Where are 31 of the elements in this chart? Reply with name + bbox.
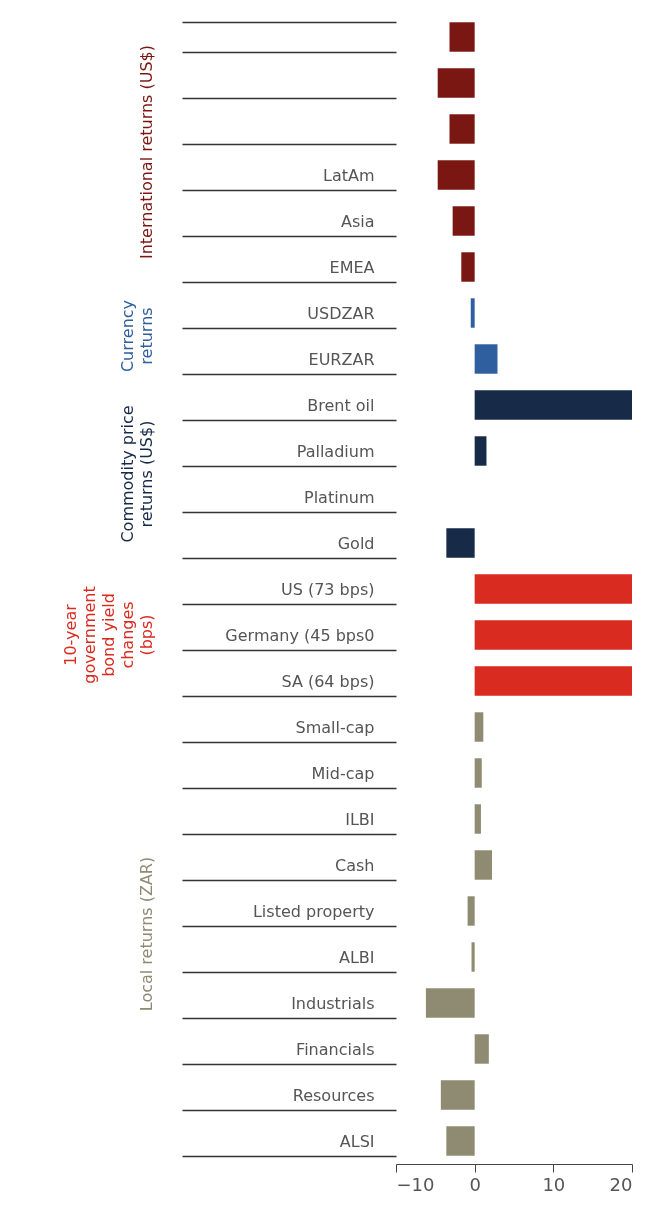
x-tick-label: 10	[542, 1173, 566, 1195]
y-tick-label: ALSI	[339, 1131, 375, 1151]
y-tick-label: LatAm	[322, 165, 375, 185]
y-tick-label: Brent oil	[307, 395, 375, 415]
text: International returns (US$)	[137, 44, 156, 260]
y-tick-label: Resources	[292, 1085, 375, 1105]
x-tick-label: 20	[609, 1173, 633, 1195]
y-tick-label: Palladium	[296, 441, 375, 461]
y-tick-label: Industrials	[291, 993, 375, 1013]
y-tick-label: Germany (45 bps0	[225, 625, 375, 645]
text: Commodity price returns (US$)	[118, 405, 156, 543]
y-tick-label: Platinum	[304, 487, 375, 507]
y-tick-label: Listed property	[252, 901, 375, 921]
y-tick-label: Gold	[337, 533, 375, 553]
y-tick-label: Mid-cap	[311, 763, 375, 783]
y-tick-label: Small-cap	[295, 717, 375, 737]
y-tick-label: EURZAR	[308, 349, 375, 369]
x-tick-label: 0	[469, 1173, 481, 1195]
text: 10-year government bond yield changes (bps)	[61, 586, 156, 684]
y-tick-label: US (73 bps)	[280, 579, 375, 599]
y-tick-label: Asia	[340, 211, 375, 231]
text: Currency returns	[118, 299, 156, 373]
y-tick-label: ILBI	[345, 809, 375, 829]
y-tick-label: ALBI	[338, 947, 375, 967]
y-tick-label: USDZAR	[307, 303, 375, 323]
y-tick-label: Financials	[296, 1039, 375, 1059]
x-tick-label: −10	[396, 1173, 435, 1195]
y-tick-label: SA (64 bps)	[281, 671, 375, 691]
text: Local returns (ZAR)	[137, 856, 156, 1012]
y-tick-label: EMEA	[329, 257, 375, 277]
y-tick-label: Cash	[335, 855, 375, 875]
